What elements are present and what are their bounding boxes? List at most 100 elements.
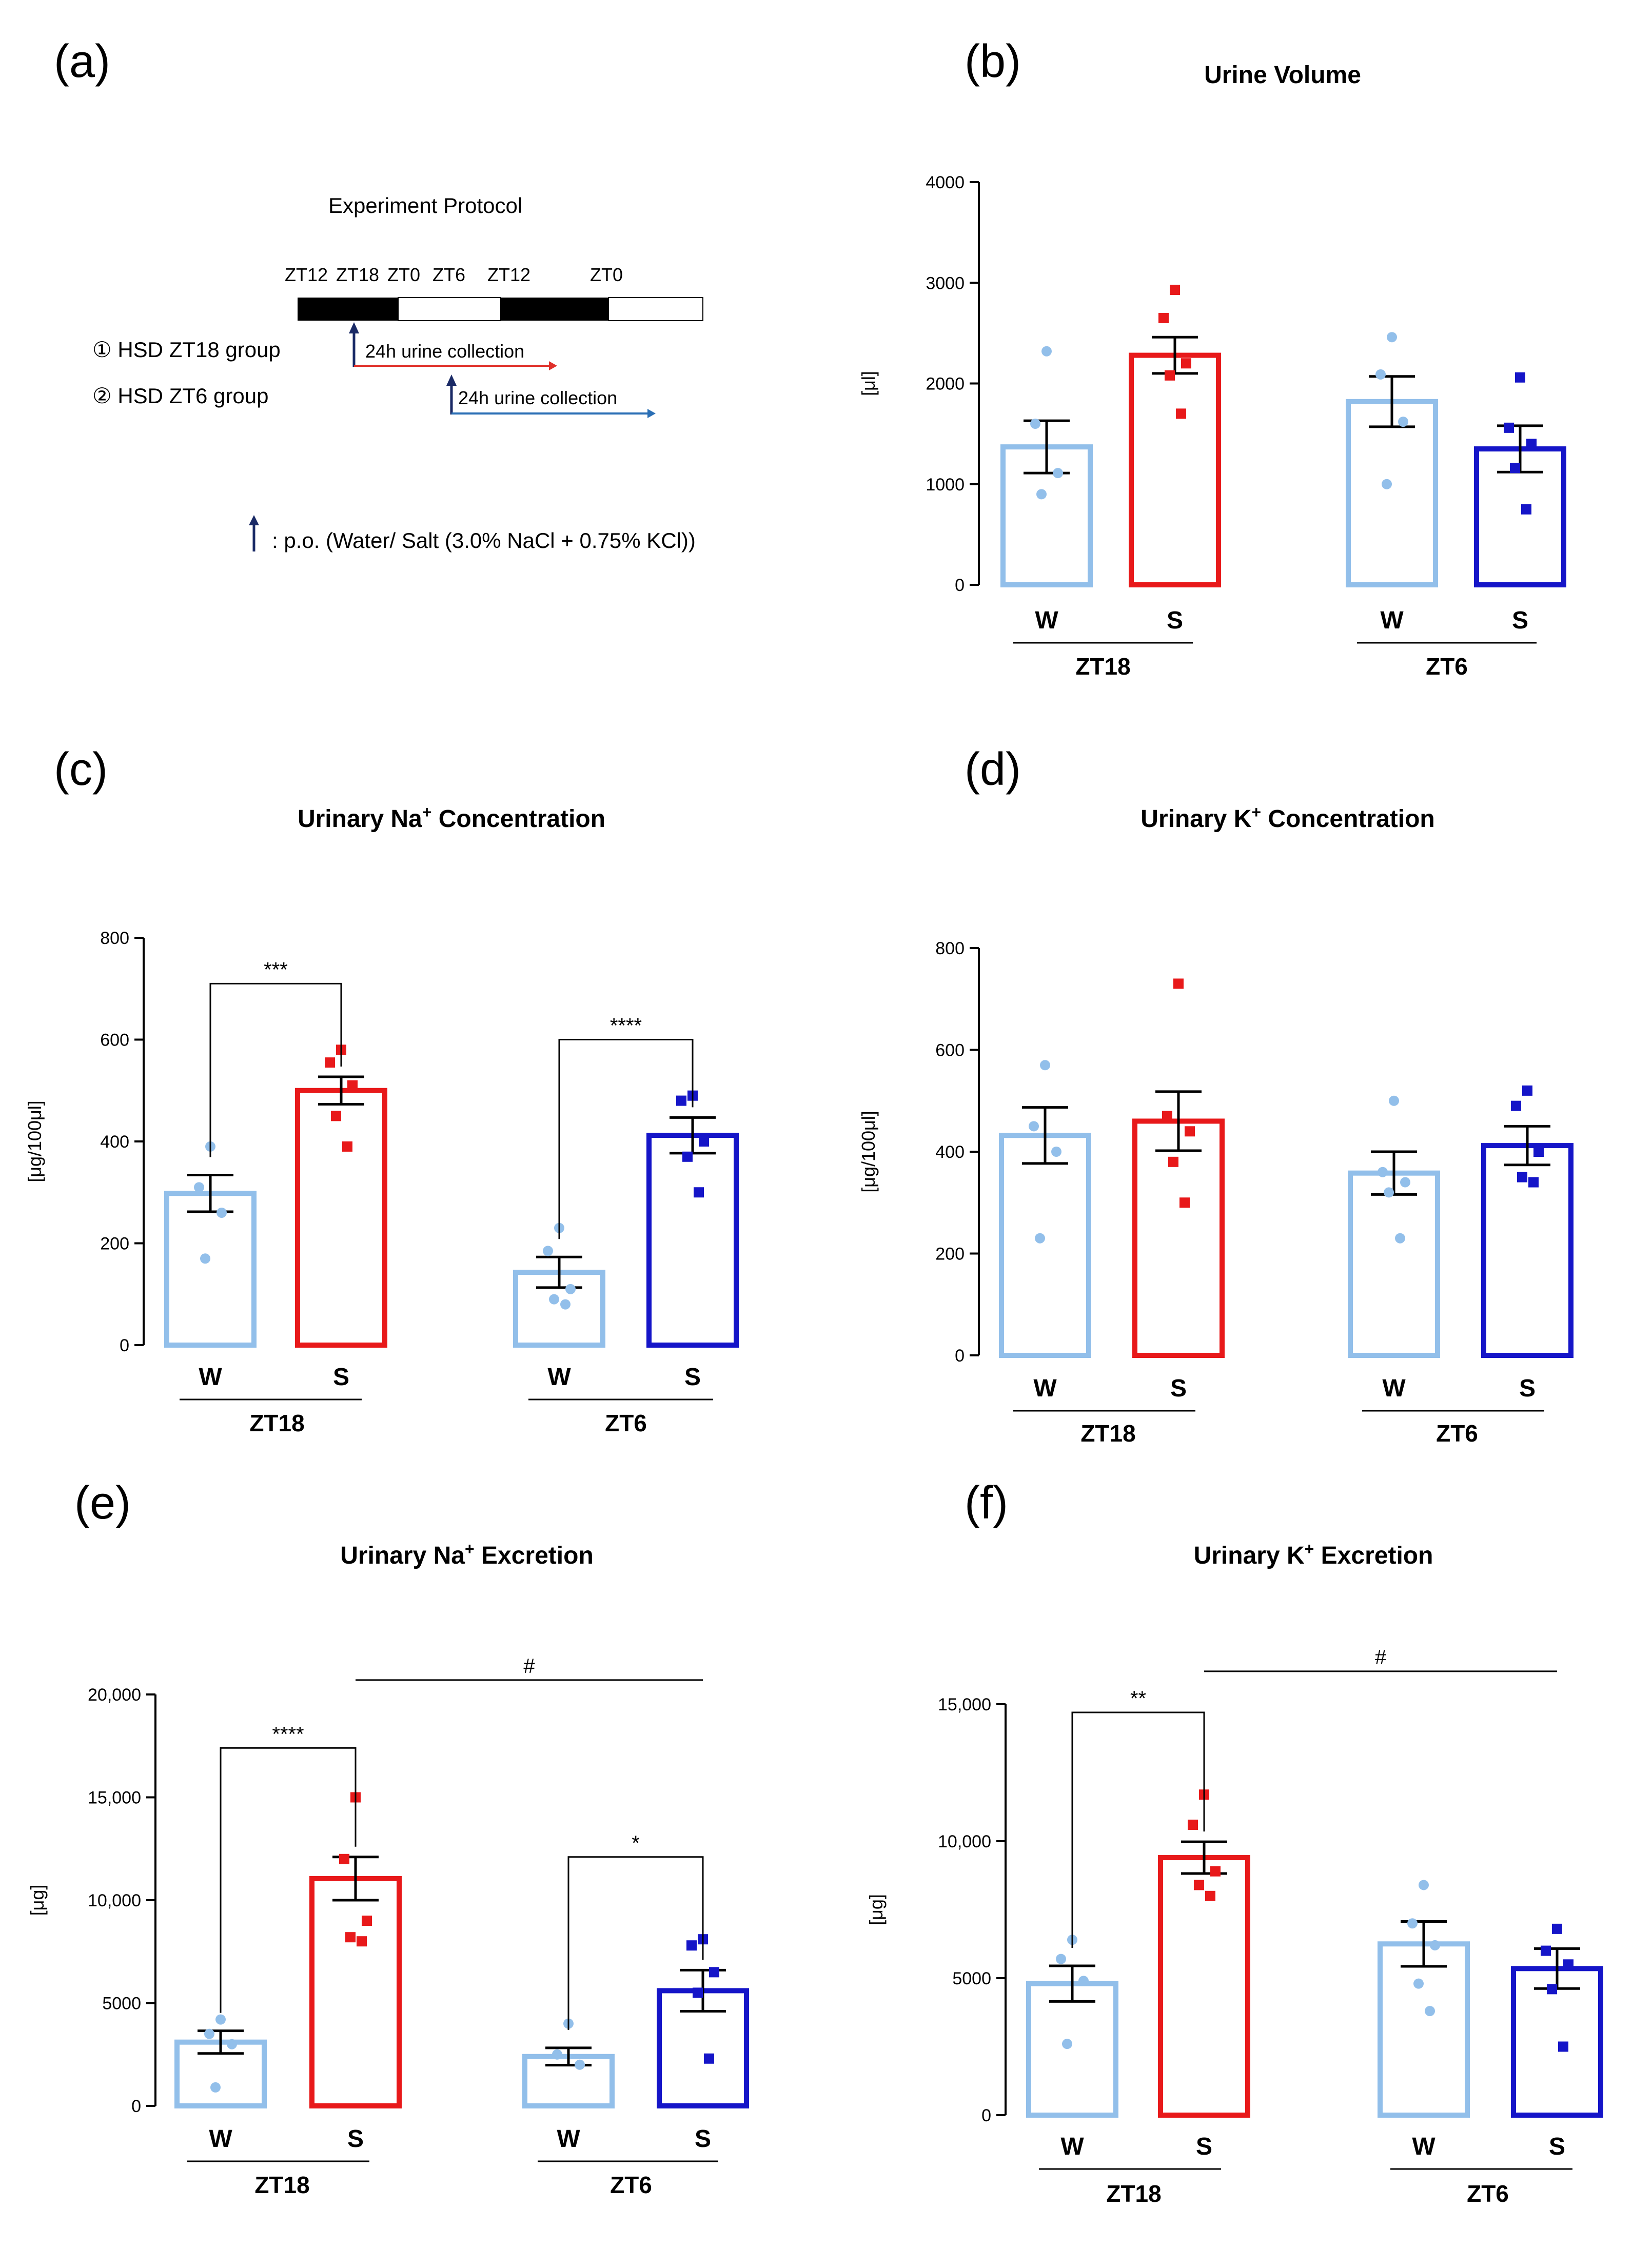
data-point (549, 1294, 559, 1305)
data-point (1181, 358, 1191, 369)
data-point (1378, 1167, 1388, 1177)
bar (1158, 1855, 1250, 2118)
data-point (1521, 504, 1531, 515)
category-label: W (1412, 2133, 1435, 2160)
chart-title: Urinary Na+ Concentration (298, 803, 605, 833)
significance-bracket (220, 1747, 357, 2013)
panel-label-e: (e) (74, 1477, 131, 1529)
group-label: ZT18 (249, 1410, 304, 1436)
group-label: ZT6 (1467, 2180, 1509, 2207)
data-point (709, 1967, 719, 1978)
data-point (1522, 1085, 1532, 1096)
timeline-light-2 (608, 297, 703, 321)
hash-label: # (1375, 1646, 1387, 1669)
data-point (347, 1080, 358, 1091)
data-point (1040, 1060, 1050, 1071)
data-point (227, 2039, 237, 2049)
panel-label-f: (f) (965, 1477, 1008, 1529)
significance-label: **** (272, 1723, 304, 1745)
y-tick-label: 0 (981, 2106, 991, 2125)
data-point (1375, 369, 1386, 380)
data-point (1387, 332, 1397, 343)
protocol-title: Experiment Protocol (328, 193, 522, 218)
protocol-group-2: ② HSD ZT6 group (92, 384, 268, 408)
y-tick-label: 5000 (952, 1969, 991, 1988)
group-label: ZT6 (605, 1410, 647, 1436)
significance-label: * (632, 1832, 640, 1855)
chart-title-sup: + (465, 1540, 475, 1558)
data-point (1168, 1156, 1178, 1167)
chart-title-sup: + (1305, 1540, 1314, 1558)
data-point (1165, 370, 1175, 381)
data-point (1552, 1923, 1562, 1934)
data-point (1176, 408, 1186, 419)
data-point (1413, 1978, 1424, 1989)
y-axis-label: [μg/100μl] (24, 1100, 45, 1182)
category-label: W (547, 1364, 571, 1391)
data-point (1558, 2041, 1568, 2052)
y-tick-label: 800 (100, 929, 129, 948)
data-point (1515, 372, 1525, 383)
data-point (699, 1136, 709, 1147)
bar (1026, 1981, 1118, 2118)
chart-title-main: Urine Volume (1204, 62, 1361, 89)
y-tick-label: 400 (100, 1132, 129, 1152)
data-point (1563, 1959, 1574, 1970)
data-point (1425, 2006, 1435, 2017)
collection-label-2: 24h urine collection (458, 387, 617, 408)
data-point (1056, 1954, 1066, 1964)
group-label: ZT6 (1436, 1420, 1478, 1447)
dose-arrow-2-head (446, 374, 457, 386)
significance-bracket (1071, 1711, 1205, 1948)
data-point (543, 1246, 553, 1256)
group-label: ZT18 (1106, 2180, 1161, 2207)
panel-label-b: (b) (965, 36, 1021, 87)
y-tick-label: 0 (955, 576, 965, 595)
y-tick-label: 600 (935, 1041, 965, 1060)
data-point (1036, 489, 1047, 500)
bar (999, 1133, 1091, 1358)
bar (295, 1088, 387, 1348)
panel-label-d: (d) (965, 744, 1021, 795)
timeline-dark-2 (501, 298, 608, 321)
significance-bracket (558, 1039, 694, 1239)
data-point (1205, 1890, 1215, 1901)
y-axis-label: [μg] (27, 1885, 48, 1916)
y-tick-label: 4000 (926, 173, 965, 192)
data-point (693, 1987, 703, 1998)
data-point (704, 2053, 714, 2064)
data-point (552, 2049, 562, 2060)
data-point (1051, 1147, 1061, 1157)
data-point (1419, 1880, 1429, 1890)
bar (1348, 1170, 1440, 1358)
timeline-label-zt0-b: ZT0 (590, 264, 623, 285)
data-point (1395, 1233, 1405, 1244)
data-point (1041, 346, 1052, 357)
data-point (694, 1187, 704, 1198)
y-tick-label: 800 (935, 939, 965, 958)
group-label: ZT18 (1080, 1420, 1135, 1447)
y-tick-label: 3000 (926, 273, 965, 293)
data-point (1179, 1197, 1190, 1208)
data-point (1210, 1866, 1221, 1877)
legend-arrow-head (249, 515, 259, 525)
chart-title-sup: + (1251, 803, 1261, 821)
data-point (1533, 1147, 1544, 1157)
chart-title-main: Urinary Na (340, 1542, 465, 1569)
category-label: W (209, 2125, 232, 2153)
data-point (1170, 284, 1180, 295)
collection-arrow-2-head (647, 409, 656, 418)
data-point (1510, 463, 1520, 474)
y-axis-label: [μg] (866, 1894, 887, 1925)
category-label: S (1196, 2133, 1212, 2160)
timeline-light-1 (398, 297, 501, 321)
data-point (1053, 468, 1063, 479)
collection-label-1: 24h urine collection (365, 341, 524, 362)
data-point (682, 1151, 693, 1162)
chart-title-main: Urinary K (1140, 805, 1251, 833)
data-point (575, 2059, 585, 2070)
bar (646, 1133, 739, 1348)
data-point (1400, 1177, 1410, 1188)
group-label: ZT6 (1426, 653, 1468, 680)
data-point (560, 1299, 571, 1310)
